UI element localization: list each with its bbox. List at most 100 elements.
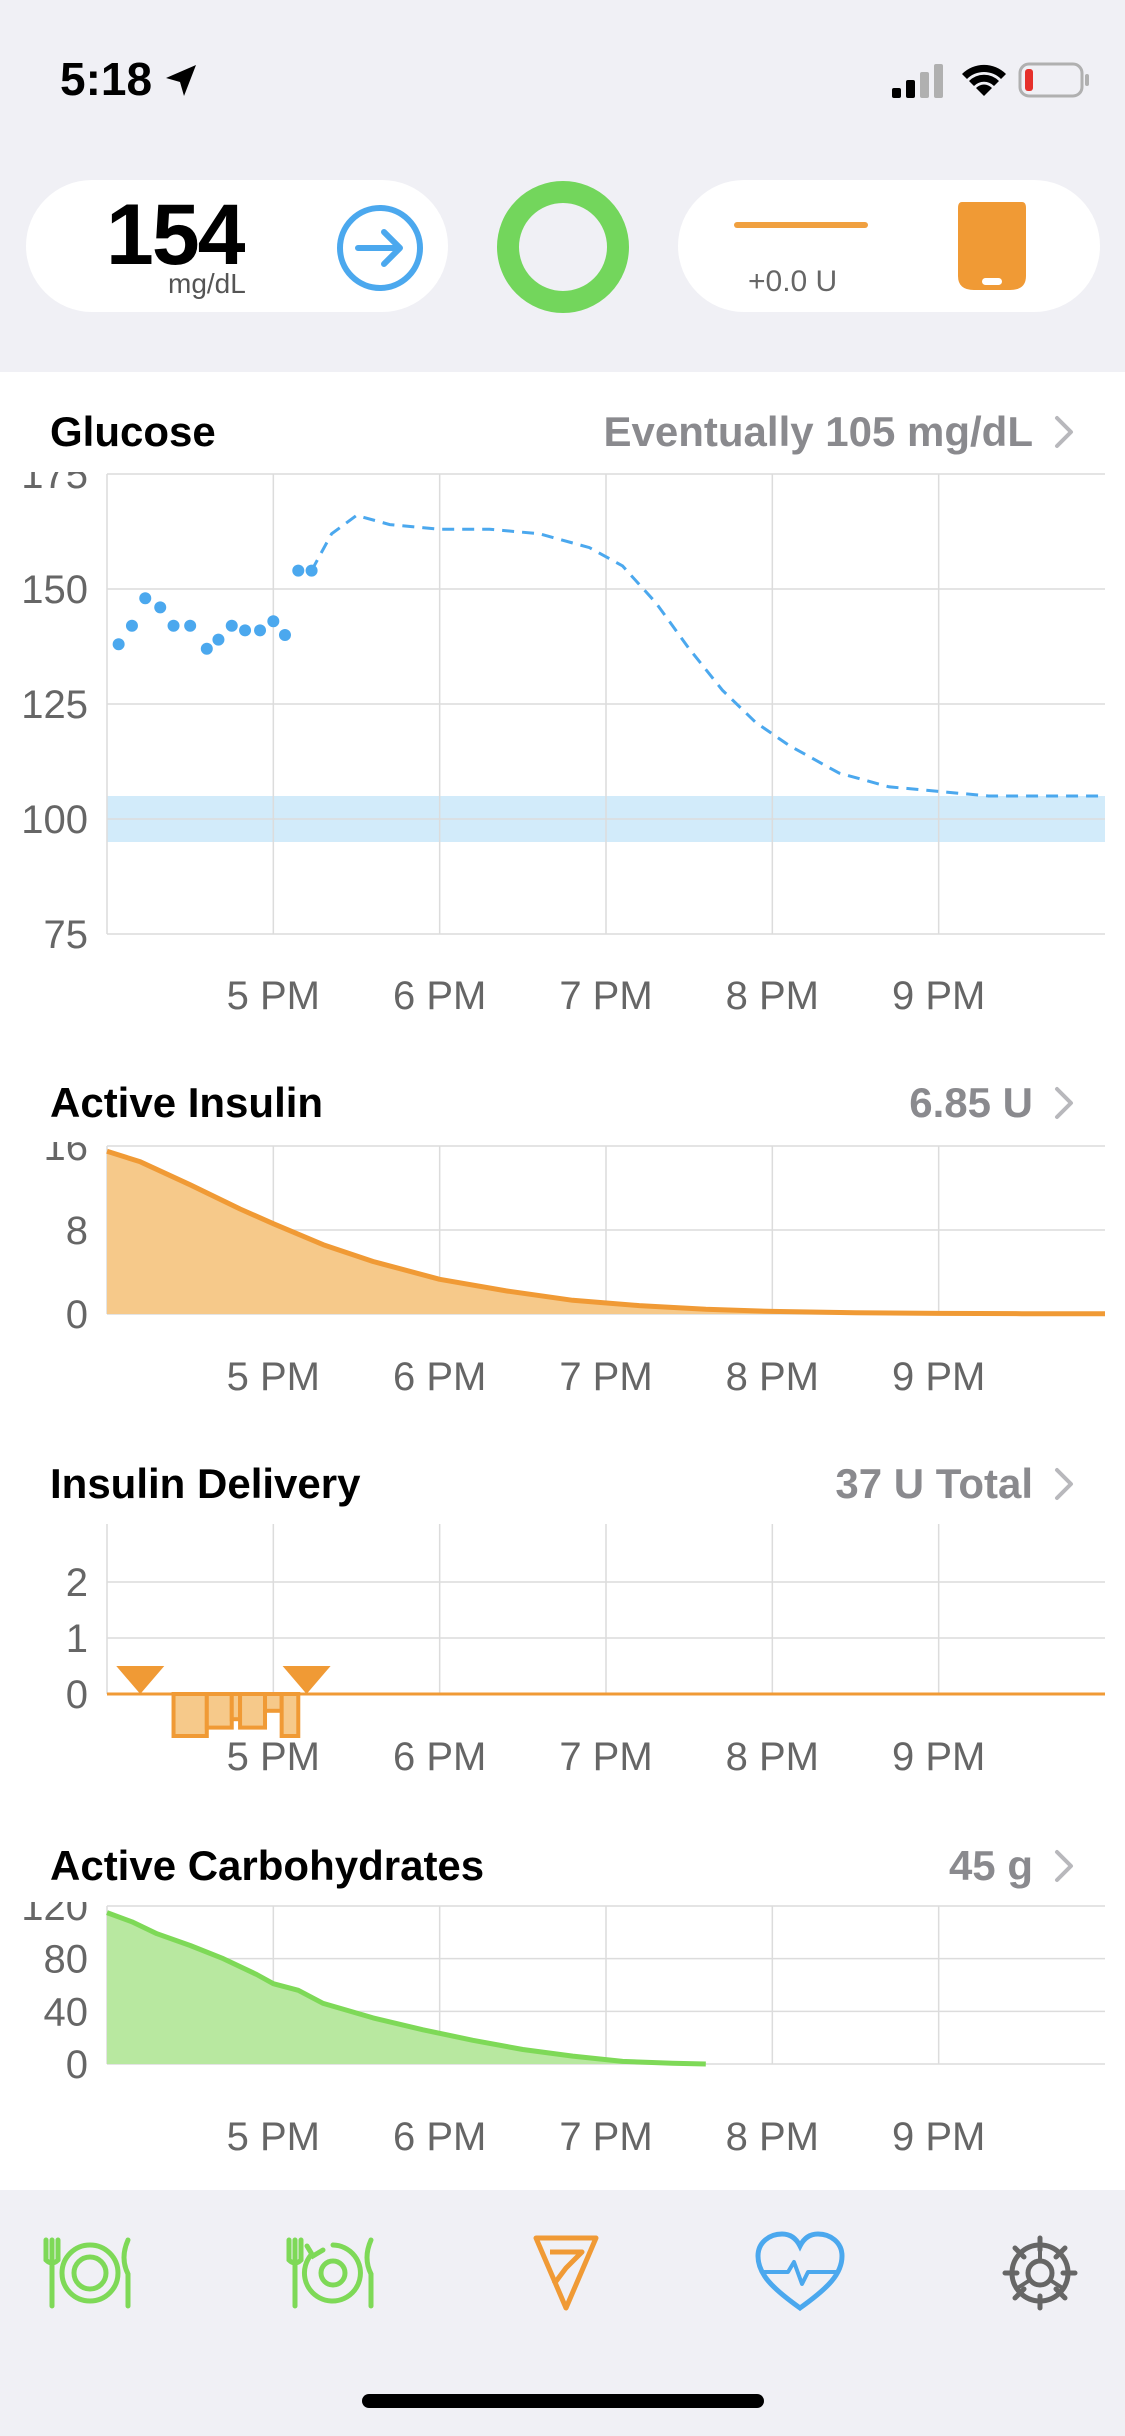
home-indicator [362,2394,764,2408]
active_insulin-area-fill [107,1151,1105,1314]
x-tick-label: 8 PM [726,974,819,1018]
y-tick-label: 2 [66,1561,88,1605]
y-tick-label: 150 [21,568,88,612]
active-carbs-section-title: Active Carbohydrates [50,1842,485,1889]
active_insulin-line [106,1148,1106,1317]
glucose-point [200,642,213,655]
y-tick-label: 175 [21,472,88,497]
x-tick-label: 6 PM [393,1355,486,1399]
y-tick-label: 16 [44,1142,89,1169]
health-heart-icon[interactable] [752,2228,848,2318]
x-tick-label: 5 PM [227,974,320,1018]
y-tick-label: 100 [21,798,88,842]
add-carbs-icon[interactable] [42,2228,138,2318]
x-tick-label: 9 PM [892,1735,985,1779]
active-carbs-value[interactable]: 45 g [948,1842,1033,1889]
glucose-point [254,624,267,637]
y-tick-label: 0 [66,1673,88,1717]
y-tick-label: 40 [44,1990,89,2034]
insulin-delivery-total[interactable]: 37 U Total [835,1460,1033,1507]
glucose-unit: mg/dL [168,268,246,299]
glucose-point [278,629,291,641]
active-insulin-value[interactable]: 6.85 U [909,1079,1033,1126]
basal-rate-line [734,222,868,228]
active-insulin-section-title: Active Insulin [50,1079,324,1126]
glucose-point [239,624,252,637]
x-tick-label: 7 PM [559,1355,652,1399]
glucose-point [154,601,167,614]
active-carbs-chart[interactable]: 120 80 40 0 5 PM 6 PM 7 PM 8 PM 9 PM [0,1902,1125,2190]
glucose-point [112,638,125,651]
active-insulin-chevron-icon[interactable] [1053,1085,1075,1121]
y-tick-label: 0 [66,2043,88,2087]
y-tick-label: 125 [21,683,88,727]
glucose-chevron-icon[interactable] [1053,414,1075,450]
status-bar: 5:18 [0,0,1125,150]
glucose-section-title: Glucose [50,408,216,455]
bolus-marker [116,1666,165,1694]
cellular-signal-icon [892,64,943,98]
x-tick-label: 8 PM [726,2115,819,2159]
glucose-point [212,633,225,646]
insulin-delivery-section-title: Insulin Delivery [50,1460,361,1507]
insulin-delivery-chevron-icon[interactable] [1053,1466,1075,1502]
y-tick-label: 8 [66,1209,88,1253]
wifi-icon [962,64,1006,96]
glucose-point [225,619,238,632]
glucose-point [139,592,152,605]
x-tick-label: 7 PM [559,1735,652,1779]
x-tick-label: 6 PM [393,974,486,1018]
y-tick-label: 75 [44,913,89,957]
glucose-point [125,619,138,632]
location-arrow-icon [166,65,196,96]
battery-low-icon [1018,62,1089,98]
x-tick-label: 6 PM [393,2115,486,2159]
insulin-delivery-chart[interactable]: 2 1 0 5 PM 6 PM 7 PM 8 PM 9 PM [0,1522,1125,1792]
glucose-hud[interactable]: 154 mg/dL [26,180,448,312]
active_carbs-area-fill [107,1912,706,2064]
pod-reservoir-icon [958,202,1026,290]
charts-content[interactable]: Glucose Eventually 105 mg/dL 175 150 125 10… [0,372,1125,2190]
y-tick-label: 80 [44,1938,89,1982]
y-tick-label: 0 [66,1293,88,1337]
pump-hud[interactable]: +0.0 U [678,180,1100,312]
status-time: 5:18 [60,53,153,105]
settings-gear-icon[interactable] [992,2228,1088,2318]
glucose-point [292,564,305,577]
glucose-point [167,619,180,632]
temp-basal-bar [238,1692,268,1730]
bolus-icon[interactable] [518,2228,614,2318]
x-tick-label: 7 PM [559,974,652,1018]
active_carbs-line [106,1910,706,2067]
temp-basal-bar [263,1692,284,1713]
x-tick-label: 8 PM [726,1355,819,1399]
predicted-glucose-line [310,513,1105,798]
active-carbs-chevron-icon[interactable] [1053,1848,1075,1884]
glucose-value: 154 [106,187,245,283]
x-tick-label: 6 PM [393,1735,486,1779]
temp-basal-bar [279,1692,301,1738]
temp-basal-bar [171,1692,209,1738]
y-tick-label: 1 [66,1617,88,1661]
glucose-chart[interactable]: 175 150 125 100 75 5 PM 6 PM 7 PM 8 PM 9 PM [0,472,1125,1032]
x-tick-label: 5 PM [227,1735,320,1779]
x-tick-label: 7 PM [559,2115,652,2159]
basal-rate-label: +0.0 U [748,265,838,298]
glucose-point [184,619,197,632]
glucose-point [267,615,280,628]
x-tick-label: 9 PM [892,2115,985,2159]
x-tick-label: 9 PM [892,974,985,1018]
x-tick-label: 5 PM [227,2115,320,2159]
glucose-eventual-value[interactable]: Eventually 105 mg/dL [603,408,1033,455]
x-tick-label: 9 PM [892,1355,985,1399]
x-tick-label: 8 PM [726,1735,819,1779]
glucose-point [305,564,318,577]
trend-arrow-icon [337,205,423,291]
temp-basal-bar [204,1692,234,1730]
bolus-marker [282,1666,331,1694]
add-pre-meal-icon[interactable] [285,2228,381,2318]
active-insulin-chart[interactable]: 16 8 0 5 PM 6 PM 7 PM 8 PM 9 PM [0,1142,1125,1412]
y-tick-label: 120 [21,1902,88,1929]
loop-status-icon[interactable] [494,178,632,316]
x-tick-label: 5 PM [227,1355,320,1399]
